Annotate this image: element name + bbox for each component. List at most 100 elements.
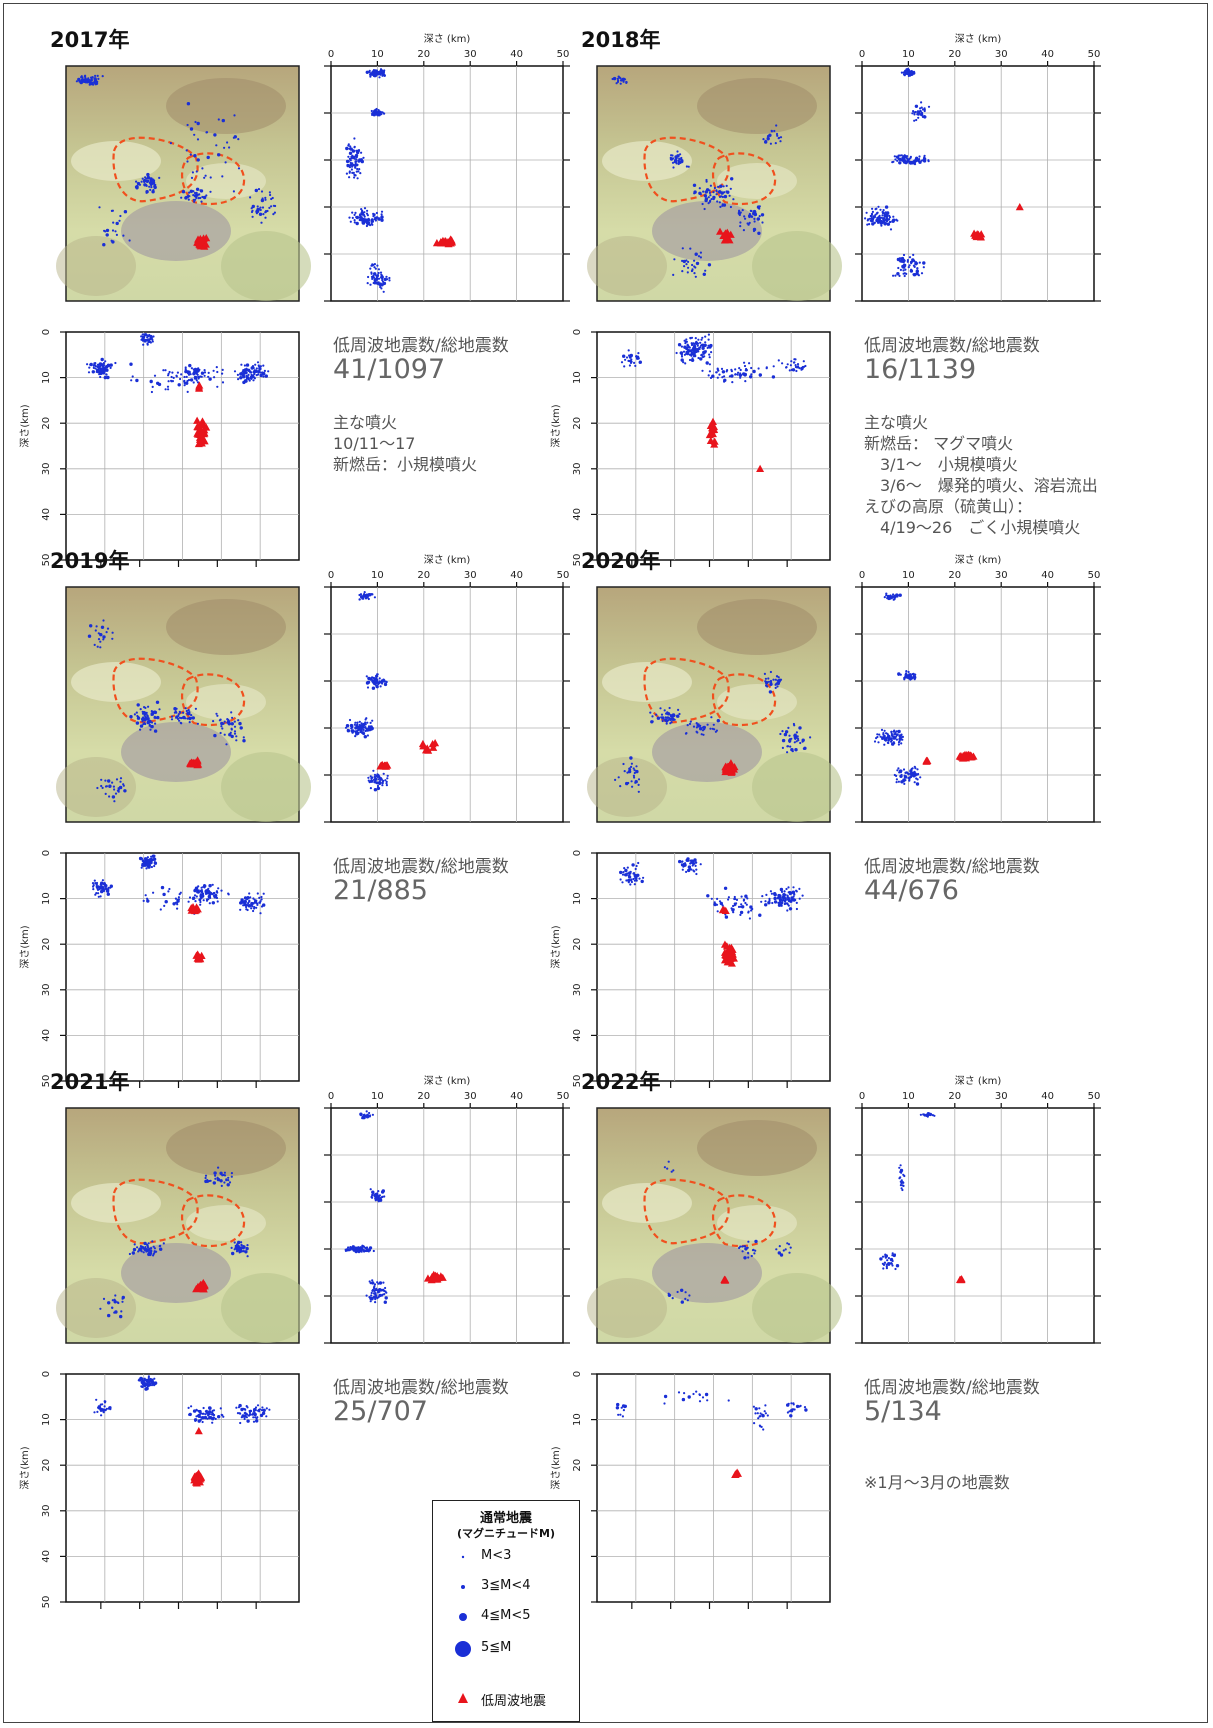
- normal-quake-point: [90, 79, 93, 82]
- depth-tick-label: 40: [572, 1029, 583, 1042]
- low-frequency-quake-point: [723, 949, 732, 957]
- normal-quake-point: [380, 215, 384, 219]
- normal-quake-point: [700, 344, 703, 347]
- normal-quake-point: [105, 228, 110, 233]
- normal-quake-point: [630, 880, 633, 884]
- normal-quake-point: [132, 1247, 137, 1252]
- normal-quake-point: [362, 728, 365, 731]
- normal-quake-point: [680, 345, 683, 348]
- normal-quake-point: [380, 218, 384, 222]
- normal-quake-point: [781, 738, 786, 743]
- normal-quake-point: [378, 218, 381, 221]
- normal-quake-point: [262, 375, 265, 378]
- normal-quake-point: [911, 112, 914, 115]
- normal-quake-point: [239, 1421, 242, 1425]
- depth-axis-title: 深さ (km): [955, 33, 1002, 45]
- normal-quake-point: [228, 1181, 232, 1184]
- normal-quake-point: [922, 158, 925, 161]
- normal-quake-point: [220, 1184, 223, 1187]
- note-line: 新燃岳： マグマ噴火: [864, 434, 1014, 453]
- normal-quake-point: [744, 380, 747, 383]
- normal-quake-point: [895, 778, 898, 781]
- normal-quake-point: [916, 267, 919, 270]
- normal-quake-point: [634, 781, 637, 784]
- normal-quake-point: [625, 782, 628, 785]
- normal-quake-point: [690, 358, 695, 362]
- dot-large-icon: [455, 1641, 471, 1657]
- normal-quake-point: [187, 198, 190, 201]
- normal-quake-point: [188, 1413, 191, 1416]
- normal-quake-point: [627, 881, 630, 884]
- normal-quake-point: [141, 717, 144, 720]
- normal-quake-point: [254, 369, 258, 373]
- low-frequency-quake-point: [195, 953, 204, 961]
- normal-quake-point: [193, 367, 198, 372]
- normal-quake-point: [359, 1112, 363, 1116]
- normal-quake-point: [230, 1172, 233, 1175]
- normal-quake-point: [155, 1250, 158, 1253]
- normal-quake-point: [190, 367, 193, 370]
- normal-quake-point: [97, 77, 100, 80]
- normal-quake-point: [213, 733, 217, 738]
- normal-quake-point: [902, 768, 906, 771]
- normal-quake-point: [707, 338, 710, 341]
- normal-quake-point: [180, 722, 183, 725]
- normal-quake-point: [373, 596, 376, 599]
- normal-quake-point: [751, 1249, 755, 1252]
- low-frequency-quake-point: [431, 1273, 440, 1281]
- stats-value: 25/707: [333, 1396, 428, 1427]
- normal-quake-point: [199, 900, 202, 904]
- depth-tick-label: 0: [859, 1091, 865, 1102]
- normal-quake-point: [149, 1249, 153, 1253]
- area-outline-west: [643, 1178, 730, 1245]
- map-normal-quakes: [614, 670, 812, 793]
- normal-quake-point: [202, 899, 205, 902]
- normal-quake-point: [104, 792, 107, 795]
- normal-quake-point: [197, 885, 200, 888]
- normal-quake-point: [253, 1411, 256, 1415]
- normal-quake-point: [880, 216, 883, 219]
- normal-quake-point: [377, 1289, 381, 1293]
- normal-quake-point: [261, 206, 265, 209]
- normal-quake-point: [761, 1413, 764, 1416]
- normal-quake-point: [736, 373, 739, 376]
- normal-quake-point: [685, 858, 689, 862]
- normal-quake-point: [246, 1255, 249, 1258]
- area-outline-west: [643, 657, 730, 724]
- normal-quake-point: [695, 872, 698, 876]
- normal-quake-point: [918, 158, 921, 161]
- normal-quake-point: [887, 1262, 891, 1266]
- normal-quake-point: [380, 273, 383, 276]
- normal-quake-point: [744, 901, 747, 905]
- normal-quake-point: [106, 375, 110, 380]
- normal-quake-point: [97, 895, 100, 898]
- normal-quake-point: [733, 902, 736, 905]
- normal-quake-point: [788, 907, 793, 911]
- normal-quake-point: [625, 80, 628, 84]
- normal-quake-point: [685, 732, 688, 735]
- normal-quake-point: [245, 374, 248, 377]
- normal-quake-point: [913, 675, 917, 680]
- panel-year: 2021年: [50, 1070, 130, 1094]
- normal-quake-point: [355, 158, 358, 161]
- normal-quake-point: [892, 215, 895, 218]
- bottom-normal-quakes: [615, 1390, 808, 1431]
- normal-quake-point: [247, 902, 250, 905]
- low-frequency-quake-point: [721, 1276, 730, 1284]
- normal-quake-point: [891, 161, 894, 164]
- normal-quake-point: [715, 729, 718, 732]
- normal-quake-point: [371, 70, 374, 73]
- normal-quake-point: [741, 905, 745, 909]
- normal-quake-point: [223, 720, 226, 723]
- normal-quake-point: [642, 876, 645, 879]
- normal-quake-point: [152, 1245, 155, 1248]
- normal-quake-point: [915, 272, 919, 276]
- normal-quake-point: [894, 731, 897, 734]
- normal-quake-point: [630, 762, 633, 765]
- normal-quake-point: [876, 212, 879, 215]
- note-line: ※1月～3月の地震数: [864, 1473, 1010, 1492]
- map-low-frequency-quakes: [721, 759, 739, 776]
- normal-quake-point: [143, 1241, 147, 1246]
- normal-quake-point: [690, 342, 693, 345]
- normal-quake-point: [775, 132, 779, 136]
